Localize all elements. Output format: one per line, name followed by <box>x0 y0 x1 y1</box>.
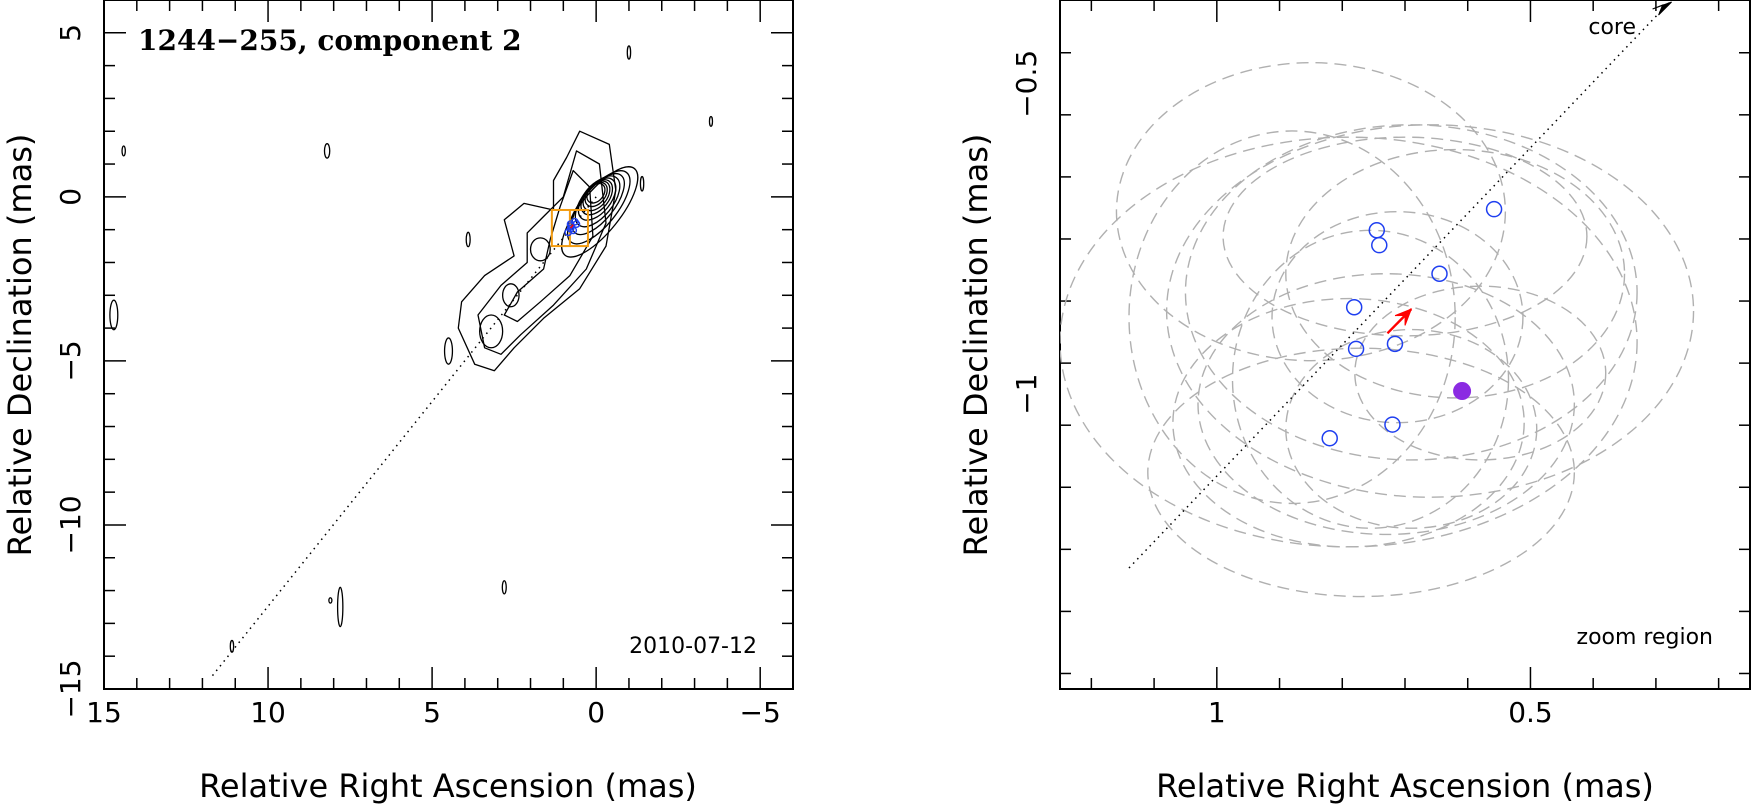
right-error-ellipse <box>1222 136 1588 337</box>
right-error-ellipse <box>1197 273 1576 536</box>
right-error-ellipse <box>1271 210 1524 424</box>
right-error-ellipse <box>1060 136 1638 548</box>
right-error-ellipse <box>1128 130 1456 505</box>
right-velocity-arrowhead <box>1394 308 1413 326</box>
left-contour-island <box>229 639 235 653</box>
right-error-ellipse <box>1165 124 1695 498</box>
right-epoch-circle <box>1321 429 1338 447</box>
left-contour-knot <box>529 237 551 262</box>
right-selected-dot <box>1453 382 1472 401</box>
left-contour-island <box>121 145 126 157</box>
left-contour-core <box>561 166 639 258</box>
left-xtick-label: 15 <box>86 696 122 729</box>
right-epoch-circle <box>1384 416 1401 433</box>
left-marker <box>569 226 578 235</box>
right-ytick-label: −1 <box>1010 374 1043 415</box>
right-epoch-circle <box>1386 335 1404 353</box>
left-contour-knot <box>501 283 520 308</box>
right-zoom-annotation: zoom region <box>1577 625 1713 650</box>
left-contour-island <box>708 115 714 127</box>
right-y-axis-label: Relative Declination (mas) <box>957 134 995 557</box>
right-velocity-arrow <box>1386 308 1413 335</box>
right-ticks <box>1060 0 1750 689</box>
right-x-axis-label: Relative Right Ascension (mas) <box>1156 767 1654 805</box>
left-jet-line <box>211 196 597 677</box>
left-date-annotation: 2010-07-12 <box>629 634 757 659</box>
left-contour-jet-inner <box>477 150 607 355</box>
left-ytick-label: 0 <box>54 188 87 206</box>
left-contour-knot <box>479 314 504 349</box>
right-error-ellipse <box>1354 285 1607 461</box>
left-ytick-label: −15 <box>54 659 87 718</box>
left-panel: 15 10 5 0 −5 5 0 −5 −10 −15 1244−255, component … <box>1 0 794 805</box>
right-circles <box>1321 200 1503 447</box>
left-xtick-labels: 15 10 5 0 −5 <box>86 696 781 729</box>
left-ytick-label: −5 <box>54 340 87 381</box>
left-marker-arrow <box>569 224 574 229</box>
left-contour-island <box>626 45 632 60</box>
left-contours <box>109 45 714 653</box>
right-xtick-label: 0.5 <box>1508 696 1553 729</box>
right-xtick-label: 1 <box>1208 696 1226 729</box>
left-contour-island <box>501 580 507 595</box>
right-error-ellipse <box>1285 328 1538 529</box>
right-error-ellipse <box>1184 124 1638 461</box>
right-error-ellipse <box>1172 297 1525 548</box>
right-selected-point <box>1453 382 1472 401</box>
right-epoch-circle <box>1345 299 1363 316</box>
right-panel: 1 0.5 −0.5−1 core zoom region Relative Ri… <box>957 0 1751 805</box>
right-jet-line <box>1128 0 1673 569</box>
left-jet-line-path <box>211 196 597 677</box>
right-error-ellipse <box>1285 148 1626 399</box>
left-contour-island <box>639 175 645 192</box>
right-error-ellipse <box>1231 229 1510 529</box>
right-epoch-circle <box>1371 236 1388 254</box>
left-xtick-label: −5 <box>740 696 781 729</box>
left-marker <box>564 228 573 237</box>
left-contour-island <box>443 337 454 365</box>
right-ytick-label: −0.5 <box>1010 50 1043 118</box>
right-jet-line-path <box>1128 0 1673 569</box>
left-title: 1244−255, component 2 <box>138 24 522 57</box>
left-markers <box>564 217 581 237</box>
right-error-ellipse <box>1115 61 1507 362</box>
left-contour-core <box>577 177 617 221</box>
left-ticks <box>103 0 794 690</box>
left-xtick-label: 0 <box>587 696 605 729</box>
left-ytick-label: 5 <box>54 24 87 42</box>
left-plot-frame <box>103 0 794 690</box>
right-epoch-circle <box>1431 265 1448 282</box>
left-contour-island <box>465 231 471 248</box>
left-contour-island <box>336 586 344 628</box>
right-epoch-circle <box>1485 200 1503 218</box>
right-error-ellipse <box>1147 347 1576 598</box>
right-plot-frame <box>1059 0 1751 690</box>
left-ytick-label: −10 <box>54 495 87 554</box>
right-core-label: core <box>1588 15 1636 40</box>
left-y-axis-label: Relative Declination (mas) <box>1 134 39 557</box>
right-epoch-circle <box>1347 340 1365 358</box>
left-contour-island <box>109 299 119 331</box>
left-zoom-box <box>550 208 589 248</box>
right-ytick-labels: −0.5 −1 <box>1010 50 1043 415</box>
right-core-arrowhead <box>1652 1 1672 16</box>
left-xtick-label: 5 <box>423 696 441 729</box>
right-core-arrow <box>1652 1 1672 16</box>
left-x-axis-label: Relative Right Ascension (mas) <box>199 767 697 805</box>
left-contour-island <box>328 597 333 604</box>
right-error-ellipses <box>1060 61 1695 598</box>
left-xtick-label: 10 <box>250 696 286 729</box>
left-contour-island <box>323 143 331 159</box>
left-ytick-labels: 5 0 −5 −10 −15 <box>54 24 87 719</box>
right-xtick-labels: 1 0.5 <box>1208 696 1553 729</box>
